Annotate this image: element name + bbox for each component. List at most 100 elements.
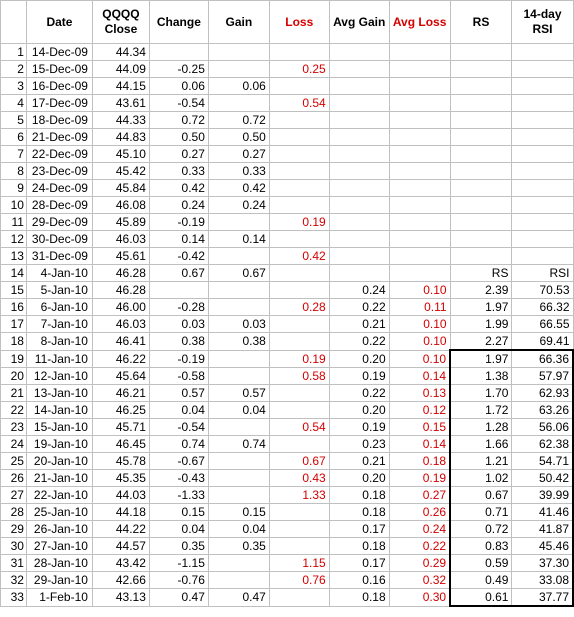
cell-gain[interactable] — [207, 349, 270, 368]
row-number[interactable]: 9 — [0, 179, 27, 197]
cell-change[interactable]: 0.04 — [148, 401, 209, 419]
cell-gain[interactable]: 0.03 — [207, 315, 270, 333]
cell-change[interactable]: 0.50 — [148, 128, 209, 146]
cell-rs[interactable] — [449, 77, 513, 95]
cell-loss[interactable] — [268, 162, 330, 180]
cell-avg-gain[interactable] — [328, 247, 390, 265]
cell-avg-loss[interactable]: 0.10 — [388, 332, 451, 351]
cell-change[interactable]: 0.74 — [148, 435, 209, 453]
cell-date[interactable]: 24-Dec-09 — [25, 179, 93, 197]
cell-loss[interactable] — [268, 332, 330, 351]
cell-avg-loss[interactable] — [388, 77, 451, 95]
cell-close[interactable]: 46.45 — [91, 435, 150, 453]
cell-loss[interactable] — [268, 401, 330, 419]
header-loss[interactable]: Loss — [268, 0, 330, 44]
row-number[interactable]: 25 — [0, 452, 27, 470]
cell-loss[interactable] — [268, 128, 330, 146]
cell-avg-loss[interactable] — [388, 111, 451, 129]
cell-rs[interactable] — [449, 162, 513, 180]
cell-change[interactable]: 0.67 — [148, 264, 209, 282]
cell-close[interactable]: 45.71 — [91, 418, 150, 436]
cell-avg-gain[interactable] — [328, 60, 390, 78]
cell-date[interactable]: 29-Jan-10 — [25, 571, 93, 589]
cell-date[interactable]: 19-Jan-10 — [25, 435, 93, 453]
cell-gain[interactable]: 0.27 — [207, 145, 270, 163]
cell-rsi[interactable] — [511, 43, 574, 61]
cell-gain[interactable]: 0.24 — [207, 196, 270, 214]
cell-avg-loss[interactable]: 0.14 — [388, 435, 451, 453]
cell-rsi[interactable] — [511, 230, 574, 248]
cell-date[interactable]: 30-Dec-09 — [25, 230, 93, 248]
cell-close[interactable]: 43.13 — [91, 588, 150, 607]
row-number[interactable]: 2 — [0, 60, 27, 78]
cell-loss[interactable] — [268, 179, 330, 197]
row-number[interactable]: 23 — [0, 418, 27, 436]
cell-loss[interactable]: 0.58 — [268, 367, 330, 385]
cell-close[interactable]: 45.42 — [91, 162, 150, 180]
cell-rsi[interactable] — [511, 128, 574, 146]
cell-rsi[interactable] — [511, 60, 574, 78]
cell-change[interactable]: -0.43 — [148, 469, 209, 487]
cell-rs[interactable]: 0.71 — [449, 503, 513, 521]
cell-gain[interactable]: 0.72 — [207, 111, 270, 129]
cell-avg-gain[interactable]: 0.18 — [328, 537, 390, 555]
cell-date[interactable]: 13-Jan-10 — [25, 384, 93, 402]
cell-rs[interactable]: 0.59 — [449, 554, 513, 572]
cell-avg-loss[interactable]: 0.18 — [388, 452, 451, 470]
cell-loss[interactable] — [268, 111, 330, 129]
cell-loss[interactable] — [268, 503, 330, 521]
cell-gain[interactable] — [207, 571, 270, 589]
cell-loss[interactable] — [268, 77, 330, 95]
cell-date[interactable]: 17-Dec-09 — [25, 94, 93, 112]
cell-loss[interactable]: 0.54 — [268, 418, 330, 436]
cell-close[interactable]: 46.00 — [91, 298, 150, 316]
cell-avg-gain[interactable]: 0.20 — [328, 349, 390, 368]
cell-gain[interactable] — [207, 298, 270, 316]
cell-close[interactable]: 46.08 — [91, 196, 150, 214]
cell-rs[interactable] — [449, 213, 513, 231]
header-avg-gain[interactable]: Avg Gain — [328, 0, 390, 44]
cell-loss[interactable]: 0.28 — [268, 298, 330, 316]
cell-gain[interactable]: 0.15 — [207, 503, 270, 521]
cell-rsi[interactable]: 39.99 — [511, 486, 574, 504]
cell-loss[interactable] — [268, 520, 330, 538]
cell-rsi[interactable]: 37.30 — [511, 554, 574, 572]
cell-change[interactable] — [148, 281, 209, 299]
cell-change[interactable]: -0.28 — [148, 298, 209, 316]
cell-date[interactable]: 7-Jan-10 — [25, 315, 93, 333]
cell-date[interactable]: 22-Dec-09 — [25, 145, 93, 163]
row-number[interactable]: 24 — [0, 435, 27, 453]
cell-rs[interactable] — [449, 145, 513, 163]
cell-change[interactable]: 0.03 — [148, 315, 209, 333]
cell-avg-gain[interactable]: 0.18 — [328, 503, 390, 521]
row-number[interactable]: 12 — [0, 230, 27, 248]
cell-avg-gain[interactable]: 0.18 — [328, 486, 390, 504]
row-number[interactable]: 32 — [0, 571, 27, 589]
cell-avg-gain[interactable]: 0.17 — [328, 554, 390, 572]
cell-rs[interactable]: 0.83 — [449, 537, 513, 555]
cell-rsi[interactable] — [511, 247, 574, 265]
cell-close[interactable]: 42.66 — [91, 571, 150, 589]
cell-close[interactable]: 44.09 — [91, 60, 150, 78]
row-number[interactable]: 28 — [0, 503, 27, 521]
cell-change[interactable]: -0.54 — [148, 94, 209, 112]
cell-avg-loss[interactable]: 0.15 — [388, 418, 451, 436]
cell-avg-gain[interactable] — [328, 213, 390, 231]
cell-gain[interactable]: 0.33 — [207, 162, 270, 180]
cell-rs[interactable]: 1.66 — [449, 435, 513, 453]
cell-date[interactable]: 8-Jan-10 — [25, 332, 93, 351]
cell-change[interactable]: -0.76 — [148, 571, 209, 589]
row-number[interactable]: 20 — [0, 367, 27, 385]
cell-avg-gain[interactable]: 0.19 — [328, 367, 390, 385]
cell-close[interactable]: 46.21 — [91, 384, 150, 402]
cell-date[interactable]: 11-Jan-10 — [25, 349, 93, 368]
cell-date[interactable]: 6-Jan-10 — [25, 298, 93, 316]
cell-gain[interactable]: 0.35 — [207, 537, 270, 555]
cell-avg-loss[interactable]: 0.10 — [388, 281, 451, 299]
cell-gain[interactable] — [207, 469, 270, 487]
cell-rs[interactable]: 1.38 — [449, 367, 513, 385]
row-number[interactable]: 26 — [0, 469, 27, 487]
cell-close[interactable]: 43.42 — [91, 554, 150, 572]
cell-close[interactable]: 45.89 — [91, 213, 150, 231]
cell-date[interactable]: 14-Jan-10 — [25, 401, 93, 419]
